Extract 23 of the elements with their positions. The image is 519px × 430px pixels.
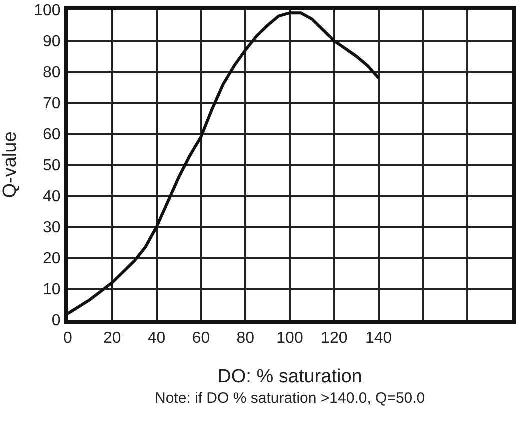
x-tick-label: 100 [276,330,304,348]
x-tick-label: 40 [148,330,166,348]
x-tick-label: 80 [236,330,255,348]
line-series [68,12,380,316]
x-tick-label: 120 [321,330,348,348]
x-tick-label: 0 [64,330,73,348]
y-tick-label: 10 [43,282,61,299]
x-tick-label: 20 [104,330,122,348]
x-tick-label: 60 [192,330,210,348]
y-tick-label: 20 [43,250,61,268]
y-tick-label: 70 [43,96,61,113]
y-tick-label: 0 [52,312,61,330]
y-tick-label: 80 [43,64,61,82]
y-tick-label: 50 [43,158,61,175]
y-axis-title: Q-value [0,132,21,198]
y-tick-label: 60 [43,126,61,144]
y-tick-label: 90 [43,34,61,51]
y-tick-label: 100 [34,2,61,20]
y-tick-label: 30 [43,220,61,237]
x-axis-title: DO: % saturation [218,366,362,388]
y-tick-label: 40 [43,188,61,206]
x-tick-label: 140 [365,330,392,348]
text: Note: if DO % saturation >140.0, Q=50.0 [155,390,426,407]
